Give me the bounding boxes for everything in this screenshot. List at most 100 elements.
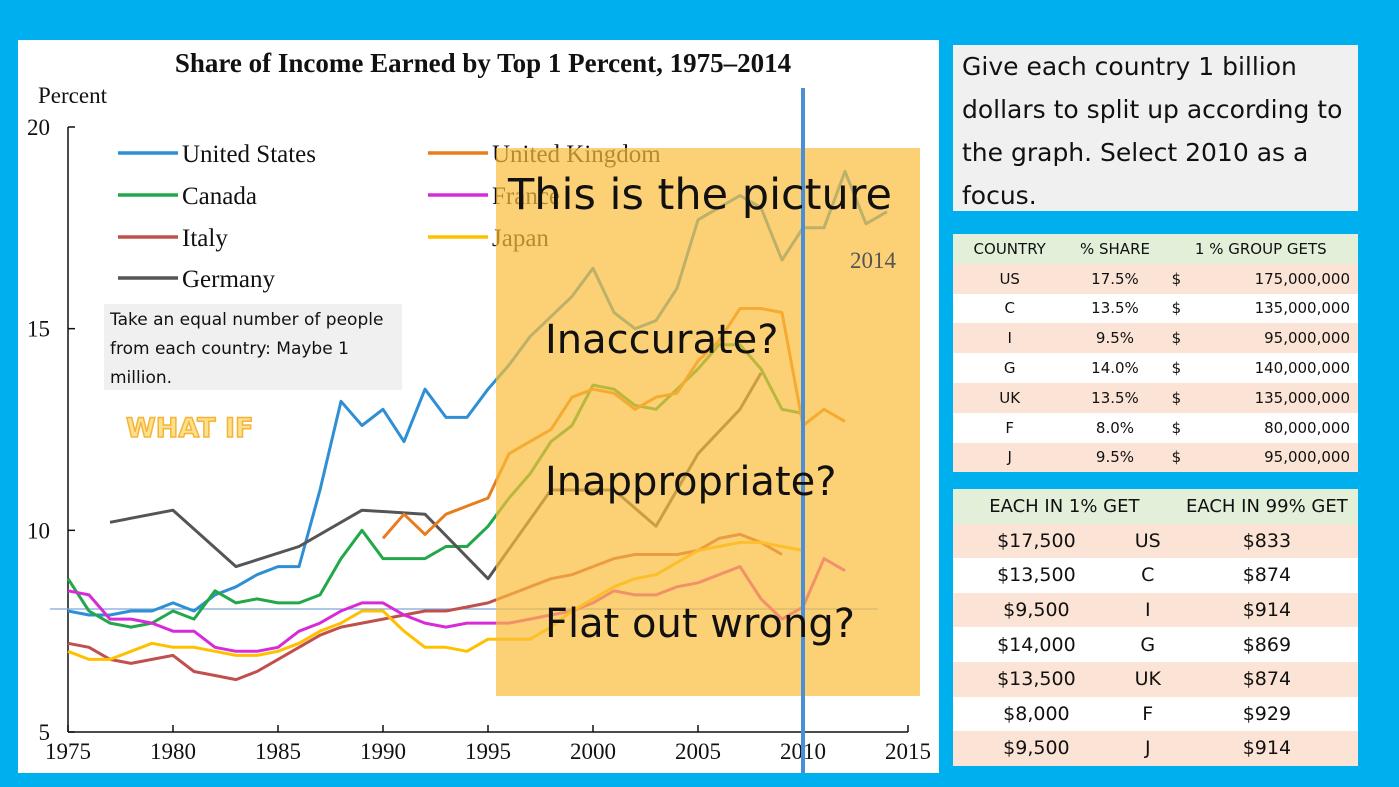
share-table-row: F 8.0% $80,000,000 (953, 412, 1358, 443)
cell-cur: $ (1163, 382, 1192, 413)
cell-rest: $869 (1175, 627, 1358, 662)
share-table: COUNTRY % SHARE 1 % GROUP GETS US 17.5% $1… (953, 234, 1358, 473)
cell-share: 8.0% (1066, 412, 1164, 443)
share-table-row: I 9.5% $95,000,000 (953, 323, 1358, 354)
each-table-row: $14,000 G $869 (953, 627, 1358, 662)
overlay-text-4: Flat out wrong? (545, 601, 855, 647)
header-group-gets: 1 % GROUP GETS (1163, 234, 1358, 264)
line-chart: Share of Income Earned by Top 1 Percent,… (27, 48, 931, 773)
header-share: % SHARE (1066, 234, 1164, 264)
x-tick-label: 1990 (360, 739, 406, 764)
cell-top: $9,500 (953, 592, 1120, 628)
x-tick-label: 1985 (255, 739, 301, 764)
cell-amount: 80,000,000 (1191, 412, 1358, 443)
y-tick-label: 20 (27, 115, 50, 140)
cell-country: F (1119, 696, 1176, 732)
cell-top: $13,500 (953, 558, 1120, 593)
cell-amount: 175,000,000 (1191, 263, 1358, 294)
share-table-row: UK 13.5% $135,000,000 (953, 382, 1358, 413)
x-tick-label: 2015 (885, 739, 931, 764)
cell-top: $17,500 (953, 523, 1120, 559)
header-each-top: EACH IN 1% GET (953, 489, 1176, 524)
cell-share: 9.5% (1066, 442, 1164, 473)
each-table-row: $9,500 J $914 (953, 731, 1358, 766)
cell-country: I (953, 323, 1067, 354)
x-tick-label: 1995 (465, 739, 511, 764)
highlight-region (496, 148, 920, 696)
cell-share: 9.5% (1066, 323, 1164, 354)
end-year-label: 2014 (850, 248, 897, 273)
share-table-row: J 9.5% $95,000,000 (953, 442, 1358, 473)
cell-top: $13,500 (953, 661, 1120, 697)
legend-label: Germany (182, 266, 276, 293)
cell-cur: $ (1163, 323, 1192, 354)
y-tick-label: 15 (27, 317, 50, 342)
cell-rest: $929 (1175, 696, 1358, 732)
cell-top: $8,000 (953, 696, 1120, 732)
y-axis-label: Percent (38, 83, 108, 108)
cell-country: C (1119, 558, 1176, 593)
share-table-header: COUNTRY % SHARE 1 % GROUP GETS (953, 234, 1358, 264)
cell-top: $9,500 (953, 731, 1120, 766)
instructions-box: Give each country 1 billion dollars to s… (953, 45, 1358, 211)
x-tick-label: 2005 (675, 739, 721, 764)
cell-cur: $ (1163, 412, 1192, 443)
share-table-row: US 17.5% $175,000,000 (953, 263, 1358, 294)
each-table-row: $13,500 C $874 (953, 558, 1358, 593)
each-table-row: $9,500 I $914 (953, 592, 1358, 628)
cell-country: UK (953, 382, 1067, 413)
cell-country: F (953, 412, 1067, 443)
cell-rest: $874 (1175, 661, 1358, 697)
cell-country: G (1119, 627, 1176, 662)
chart-title: Share of Income Earned by Top 1 Percent,… (175, 48, 791, 78)
x-tick-label: 1975 (45, 739, 91, 764)
y-tick-label: 10 (27, 518, 50, 543)
legend-label: Italy (182, 225, 228, 252)
legend-label: Canada (182, 183, 257, 210)
share-table-row: G 14.0% $140,000,000 (953, 353, 1358, 383)
cell-amount: 95,000,000 (1191, 323, 1358, 354)
cell-country: US (953, 263, 1067, 294)
cell-rest: $914 (1175, 592, 1358, 628)
cell-country: J (1119, 731, 1176, 766)
each-table-row: $17,500 US $833 (953, 523, 1358, 559)
chart-note: Take an equal number of people from each… (104, 304, 402, 390)
cell-amount: 135,000,000 (1191, 382, 1358, 413)
cell-amount: 135,000,000 (1191, 293, 1358, 324)
cell-cur: $ (1163, 442, 1192, 473)
each-table-row: $13,500 UK $874 (953, 661, 1358, 697)
cell-top: $14,000 (953, 627, 1120, 662)
legend-label: United States (182, 141, 316, 168)
x-tick-label: 1980 (150, 739, 196, 764)
cell-country: UK (1119, 661, 1176, 697)
chart-panel: Share of Income Earned by Top 1 Percent,… (18, 40, 939, 773)
cell-rest: $833 (1175, 523, 1358, 559)
header-each-rest: EACH IN 99% GET (1175, 489, 1358, 524)
cell-amount: 140,000,000 (1191, 353, 1358, 383)
cell-cur: $ (1163, 263, 1192, 294)
cell-country: G (953, 353, 1067, 383)
each-table-header: EACH IN 1% GET EACH IN 99% GET (953, 489, 1358, 524)
cell-share: 14.0% (1066, 353, 1164, 383)
cell-share: 17.5% (1066, 263, 1164, 294)
what-if-label: WHAT IF (126, 413, 254, 444)
cell-cur: $ (1163, 353, 1192, 383)
cell-country: J (953, 442, 1067, 473)
overlay-text-3: Inappropriate? (545, 459, 836, 505)
each-table-row: $8,000 F $929 (953, 696, 1358, 732)
overlay-text-1: This is the picture (507, 170, 892, 220)
each-table: EACH IN 1% GET EACH IN 99% GET $17,500 US… (953, 489, 1358, 766)
cell-share: 13.5% (1066, 382, 1164, 413)
cell-country: C (953, 293, 1067, 324)
cell-rest: $914 (1175, 731, 1358, 766)
cell-cur: $ (1163, 293, 1192, 324)
share-table-row: C 13.5% $135,000,000 (953, 293, 1358, 324)
cell-country: I (1119, 592, 1176, 628)
cell-rest: $874 (1175, 558, 1358, 593)
x-tick-label: 2000 (570, 739, 616, 764)
overlay-text-2: Inaccurate? (545, 317, 778, 363)
header-country: COUNTRY (953, 234, 1067, 264)
cell-share: 13.5% (1066, 293, 1164, 324)
cell-country: US (1119, 523, 1176, 559)
y-tick-label: 5 (39, 720, 51, 745)
